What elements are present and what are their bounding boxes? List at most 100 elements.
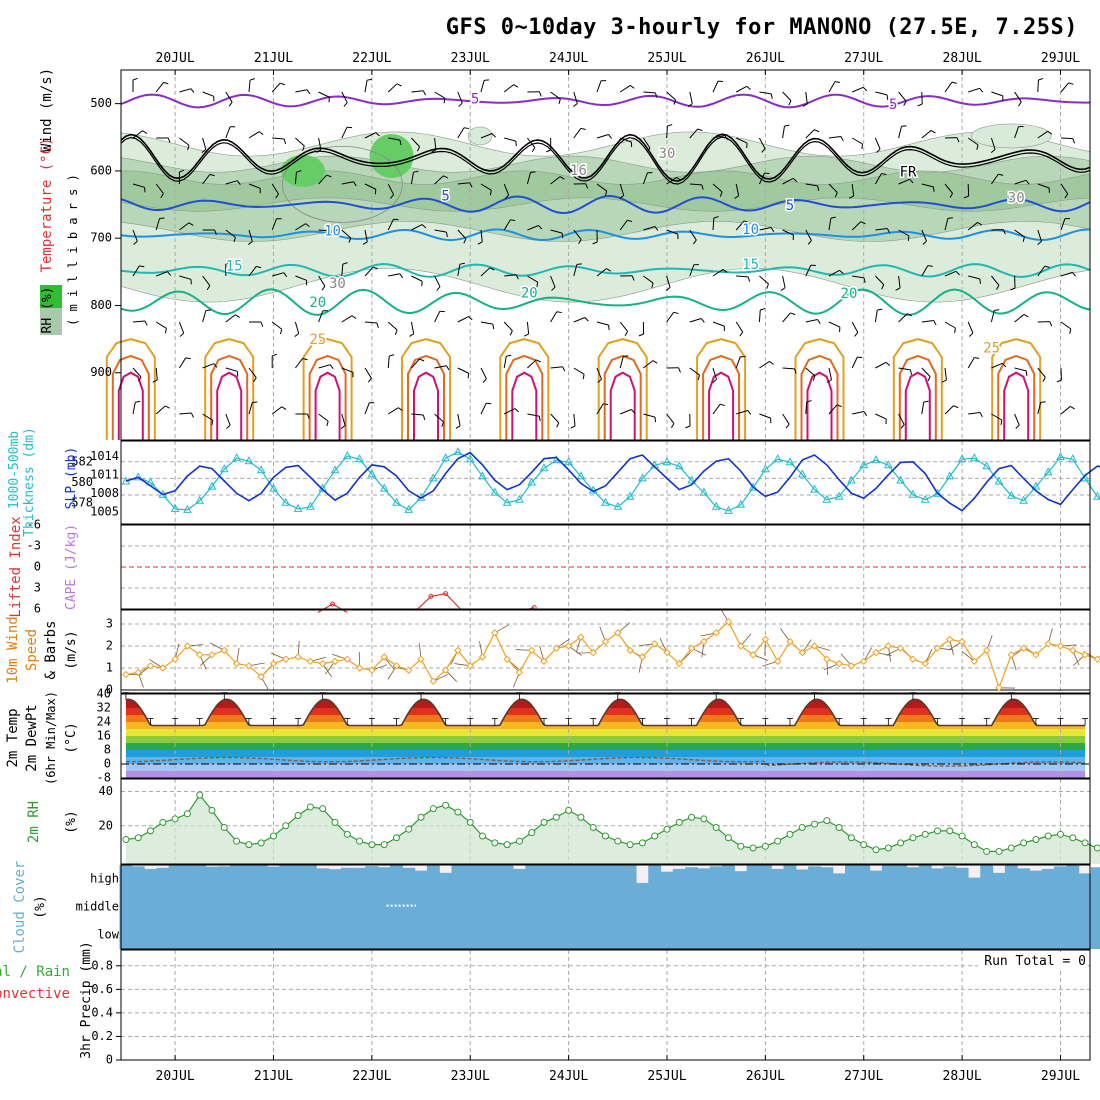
wind-barb	[364, 229, 368, 242]
wind-barb-flag	[225, 261, 231, 265]
thickness-marker	[883, 460, 893, 469]
wind-barb	[666, 125, 668, 139]
contour-label: 15	[742, 257, 759, 273]
thickness-marker	[404, 504, 414, 513]
wind-barb	[967, 321, 974, 334]
wind-barb	[619, 356, 624, 369]
cloud-bar	[353, 867, 367, 893]
warm-isotherm-lobe	[499, 338, 550, 440]
warm-isotherm-lobe	[997, 354, 1036, 440]
wind-barb-flag	[1025, 370, 1028, 376]
rh-contour	[970, 123, 1052, 149]
thickness-marker	[748, 482, 758, 491]
wind-barb-flag	[1025, 179, 1030, 185]
wind-barb	[1037, 402, 1042, 415]
wind-barb-flag	[941, 379, 947, 383]
cloud-bar	[119, 893, 133, 921]
wind-barb-flag	[860, 221, 866, 225]
wind-barb-flag	[719, 403, 726, 407]
wind-barb-flag	[211, 420, 214, 426]
thickness-marker	[736, 499, 746, 508]
thickness-marker	[293, 503, 303, 512]
wind-barb	[666, 91, 676, 101]
thickness-marker	[330, 465, 340, 474]
date-label-top: 25JUL	[647, 51, 686, 66]
wind-speed-marker	[380, 653, 388, 661]
wind-barb	[457, 127, 465, 139]
wind-barb	[875, 91, 888, 96]
wind-barb-flag	[441, 421, 444, 427]
wind-barb-flag	[734, 195, 739, 199]
rh-marker	[995, 847, 1003, 855]
cloud-bar	[316, 921, 330, 949]
cloud-bar	[758, 865, 772, 893]
wind-speed-marker	[835, 659, 843, 668]
wind-barb-flag	[968, 332, 974, 337]
date-label-top: 26JUL	[746, 51, 785, 66]
temp-color-band	[125, 757, 1086, 764]
warm-isotherm-lobe	[1003, 371, 1030, 440]
wind-barb	[851, 137, 863, 145]
wind-barb-flag	[530, 171, 536, 173]
panel-frame	[120, 693, 1091, 779]
y-axis-label: 10m Wind	[5, 616, 21, 683]
isotherm-line	[120, 262, 1091, 278]
wind-speed-marker	[909, 655, 917, 663]
wind-barb	[898, 413, 905, 425]
wind-barb	[991, 362, 1003, 369]
wind-barb-flag	[994, 309, 1000, 311]
wind-barb-flag	[1002, 362, 1007, 368]
cloud-bar	[746, 921, 760, 949]
wind-barb	[1037, 79, 1039, 93]
y-axis-label: Thickness (dm)	[22, 427, 37, 537]
y-tick-label: 0.8	[91, 958, 113, 972]
cloud-bar	[672, 893, 686, 921]
thickness-marker	[896, 475, 905, 484]
wind-barb-flag	[780, 287, 786, 291]
wind-barb	[132, 130, 143, 139]
wind-barb-flag	[979, 87, 984, 93]
wind-barb	[503, 183, 510, 196]
cloud-bar	[857, 921, 871, 949]
thickness-marker	[957, 454, 967, 463]
rh-marker	[1069, 834, 1077, 842]
y-axis-label: (6hr Min/Max)	[44, 691, 58, 785]
wind-barb-flag	[421, 224, 427, 229]
wind-barb-flag	[580, 127, 586, 131]
rh-marker	[392, 834, 400, 842]
wind-barb-flag	[923, 400, 929, 403]
y-tick-label-right: 1008	[90, 486, 119, 500]
date-label-bottom: 24JUL	[549, 1069, 588, 1084]
wind-barb-flag	[881, 173, 887, 175]
cloud-bar	[488, 893, 502, 921]
cloud-bar	[992, 921, 1006, 949]
cloud-bar	[746, 865, 760, 893]
wind-speed-marker	[392, 662, 401, 670]
y-axis-label: (m/s)	[64, 630, 79, 669]
cloud-bar	[1004, 921, 1018, 949]
cloud-bar	[574, 893, 588, 921]
wind-barb	[248, 402, 253, 415]
panel-frame	[120, 609, 1091, 694]
wind-barb-flag	[631, 275, 635, 281]
cloud-bar	[820, 867, 834, 893]
wind-barb-flag	[769, 361, 774, 365]
rh-marker	[1007, 844, 1015, 852]
wind-speed-marker	[1032, 651, 1040, 659]
wind-speed-marker	[970, 657, 979, 666]
cloud-bar	[623, 921, 637, 949]
wind-barb	[295, 89, 308, 93]
cloud-bar	[672, 868, 686, 893]
cloud-bar	[967, 921, 981, 949]
cloud-bar	[771, 868, 785, 893]
wind-barb	[1060, 321, 1072, 330]
cloud-bar	[230, 893, 244, 921]
rh-marker	[429, 805, 437, 813]
cloud-bar	[230, 865, 244, 893]
wind-barb-flag	[504, 194, 510, 199]
rh-marker	[983, 847, 991, 855]
wind-barb-flag	[351, 315, 357, 320]
wind-barb	[480, 133, 493, 139]
wind-barb	[944, 321, 956, 329]
